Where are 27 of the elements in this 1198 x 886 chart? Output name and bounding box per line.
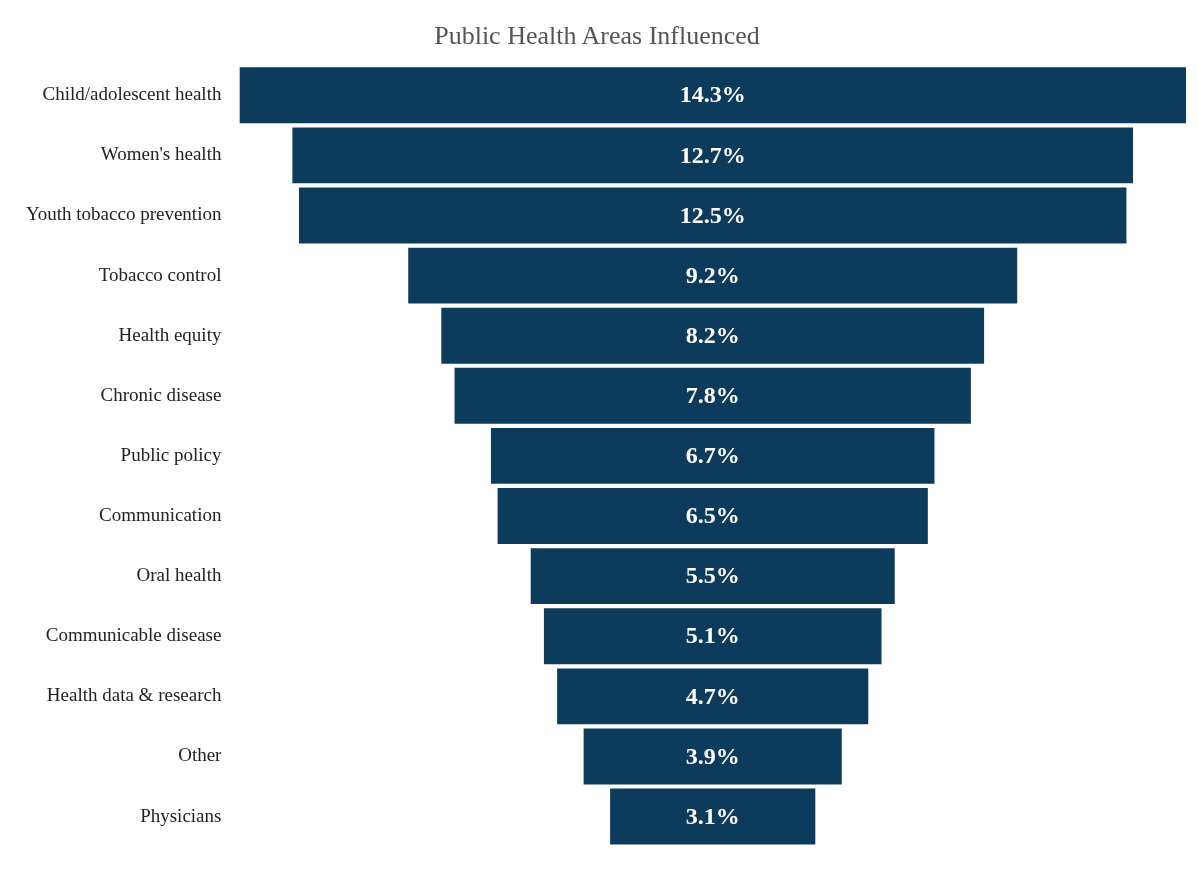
data-label: 3.9% [685, 742, 740, 769]
data-label: 12.7% [679, 141, 746, 168]
data-label: 4.7% [685, 682, 740, 709]
category-label: Oral health [136, 564, 222, 586]
data-label: 9.2% [685, 261, 740, 288]
data-label: 8.2% [685, 321, 740, 348]
category-label: Chronic disease [100, 383, 222, 405]
category-label: Youth tobacco prevention [25, 203, 222, 225]
category-label: Health equity [118, 323, 222, 345]
category-label: Communication [98, 503, 222, 525]
category-label: Women's health [100, 143, 222, 165]
data-label: 14.3% [679, 81, 746, 108]
category-label: Other [178, 744, 223, 766]
data-label: 6.5% [685, 502, 740, 529]
data-label: 6.7% [685, 442, 740, 469]
data-label: 12.5% [679, 201, 746, 228]
data-label: 3.1% [685, 802, 740, 829]
category-label: Health data & research [46, 684, 222, 706]
category-label: Communicable disease [45, 624, 222, 646]
category-label: Physicians [140, 804, 222, 826]
category-label: Public policy [120, 443, 222, 465]
text: Public Health Areas Influenced [434, 21, 760, 51]
data-label: 5.5% [685, 562, 740, 589]
data-label: 5.1% [685, 622, 740, 649]
category-label: Tobacco control [98, 263, 222, 285]
data-label: 7.8% [685, 382, 740, 408]
category-label: Child/adolescent health [42, 83, 222, 105]
